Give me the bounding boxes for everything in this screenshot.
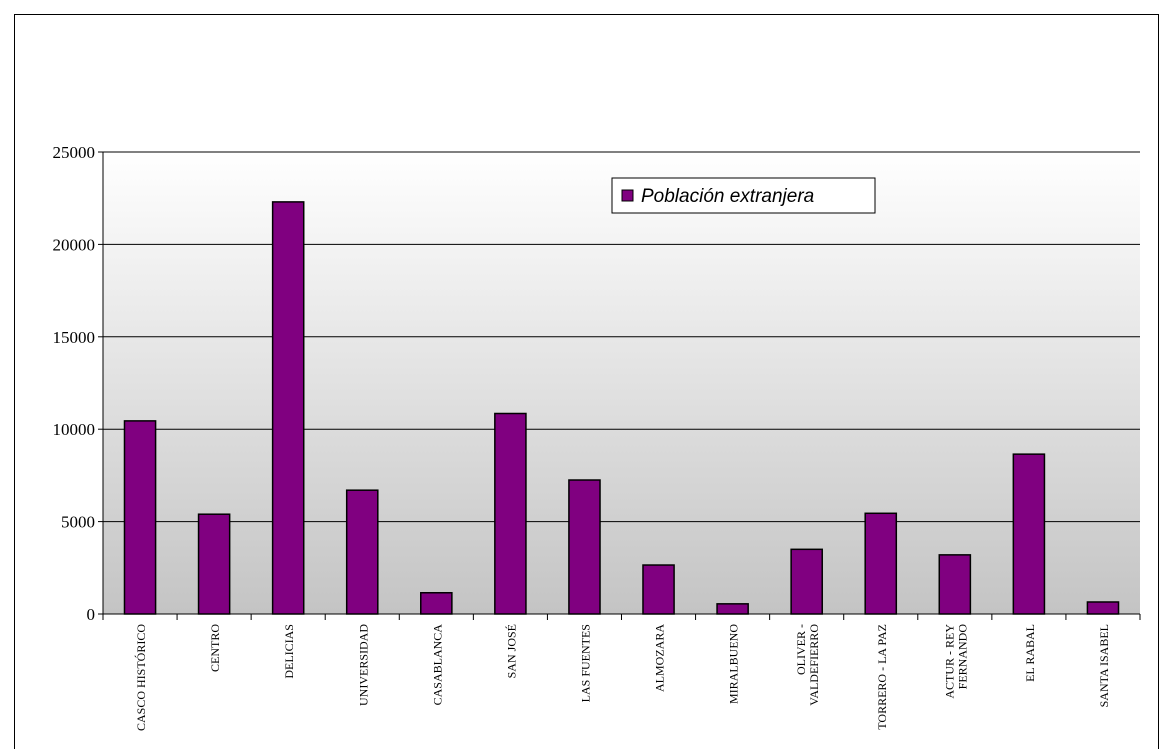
x-tick-label: TORRERO - LA PAZ: [875, 624, 889, 730]
x-tick-label: ACTUR - REY: [942, 624, 956, 699]
x-tick-label: UNIVERSIDAD: [356, 624, 370, 706]
legend-label: Población extranjera: [641, 186, 814, 207]
x-tick-label: VALDEFIERRO: [807, 624, 821, 706]
x-tick-label: SANTA ISABEL: [1097, 624, 1111, 707]
bar: [420, 591, 453, 615]
bar: [345, 489, 379, 615]
bar: [938, 554, 972, 615]
bar: [1086, 601, 1120, 615]
x-tick-label: EL RABAL: [1023, 624, 1037, 682]
x-tick-label: CENTRO: [208, 624, 222, 672]
x-tick-labels: CASCO HISTÓRICO CENTRO DELICIAS UNIVERSIDAD…: [134, 624, 1111, 731]
x-tick-label: DELICIAS: [282, 624, 296, 679]
x-tick-label: CASABLANCA: [430, 624, 444, 706]
bar: [123, 420, 157, 615]
x-tick-label: OLIVER -: [794, 624, 808, 675]
bar: [271, 201, 305, 615]
y-tick-label: 5000: [61, 513, 95, 532]
legend-swatch: [621, 189, 634, 202]
legend-box: [611, 177, 876, 214]
bar-chart: 0 5000 10000 15000 20000 25000 CASCO HISTÓRIC…: [53, 143, 1141, 731]
axes: [98, 151, 1141, 620]
x-tick-label: SAN JOSÉ: [504, 624, 518, 678]
y-tick-label: 25000: [53, 143, 96, 162]
legend: Población extranjera: [611, 177, 876, 214]
bar: [1012, 453, 1046, 615]
x-tick-label: CASCO HISTÓRICO: [134, 624, 148, 731]
x-tick-label: MIRALBUENO: [727, 624, 741, 704]
bar: [642, 564, 675, 615]
y-tick-label: 15000: [53, 328, 96, 347]
x-tick-label: LAS FUENTES: [578, 624, 592, 702]
bar: [568, 479, 601, 615]
y-tick-label: 0: [87, 605, 96, 624]
bar: [790, 548, 823, 615]
bar: [494, 412, 527, 615]
chart-frame: 0 5000 10000 15000 20000 25000 CASCO HISTÓRIC…: [14, 14, 1159, 749]
plot-area: [103, 152, 1140, 614]
x-tick-label: ALMOZARA: [653, 624, 667, 692]
bar: [197, 513, 231, 615]
y-tick-label: 10000: [53, 420, 96, 439]
bar: [716, 603, 749, 615]
y-tick-labels: 0 5000 10000 15000 20000 25000: [53, 143, 96, 624]
y-tick-label: 20000: [53, 235, 96, 254]
bars: [123, 201, 1120, 615]
x-tick-label: FERNANDO: [955, 624, 969, 690]
bar: [864, 512, 898, 615]
